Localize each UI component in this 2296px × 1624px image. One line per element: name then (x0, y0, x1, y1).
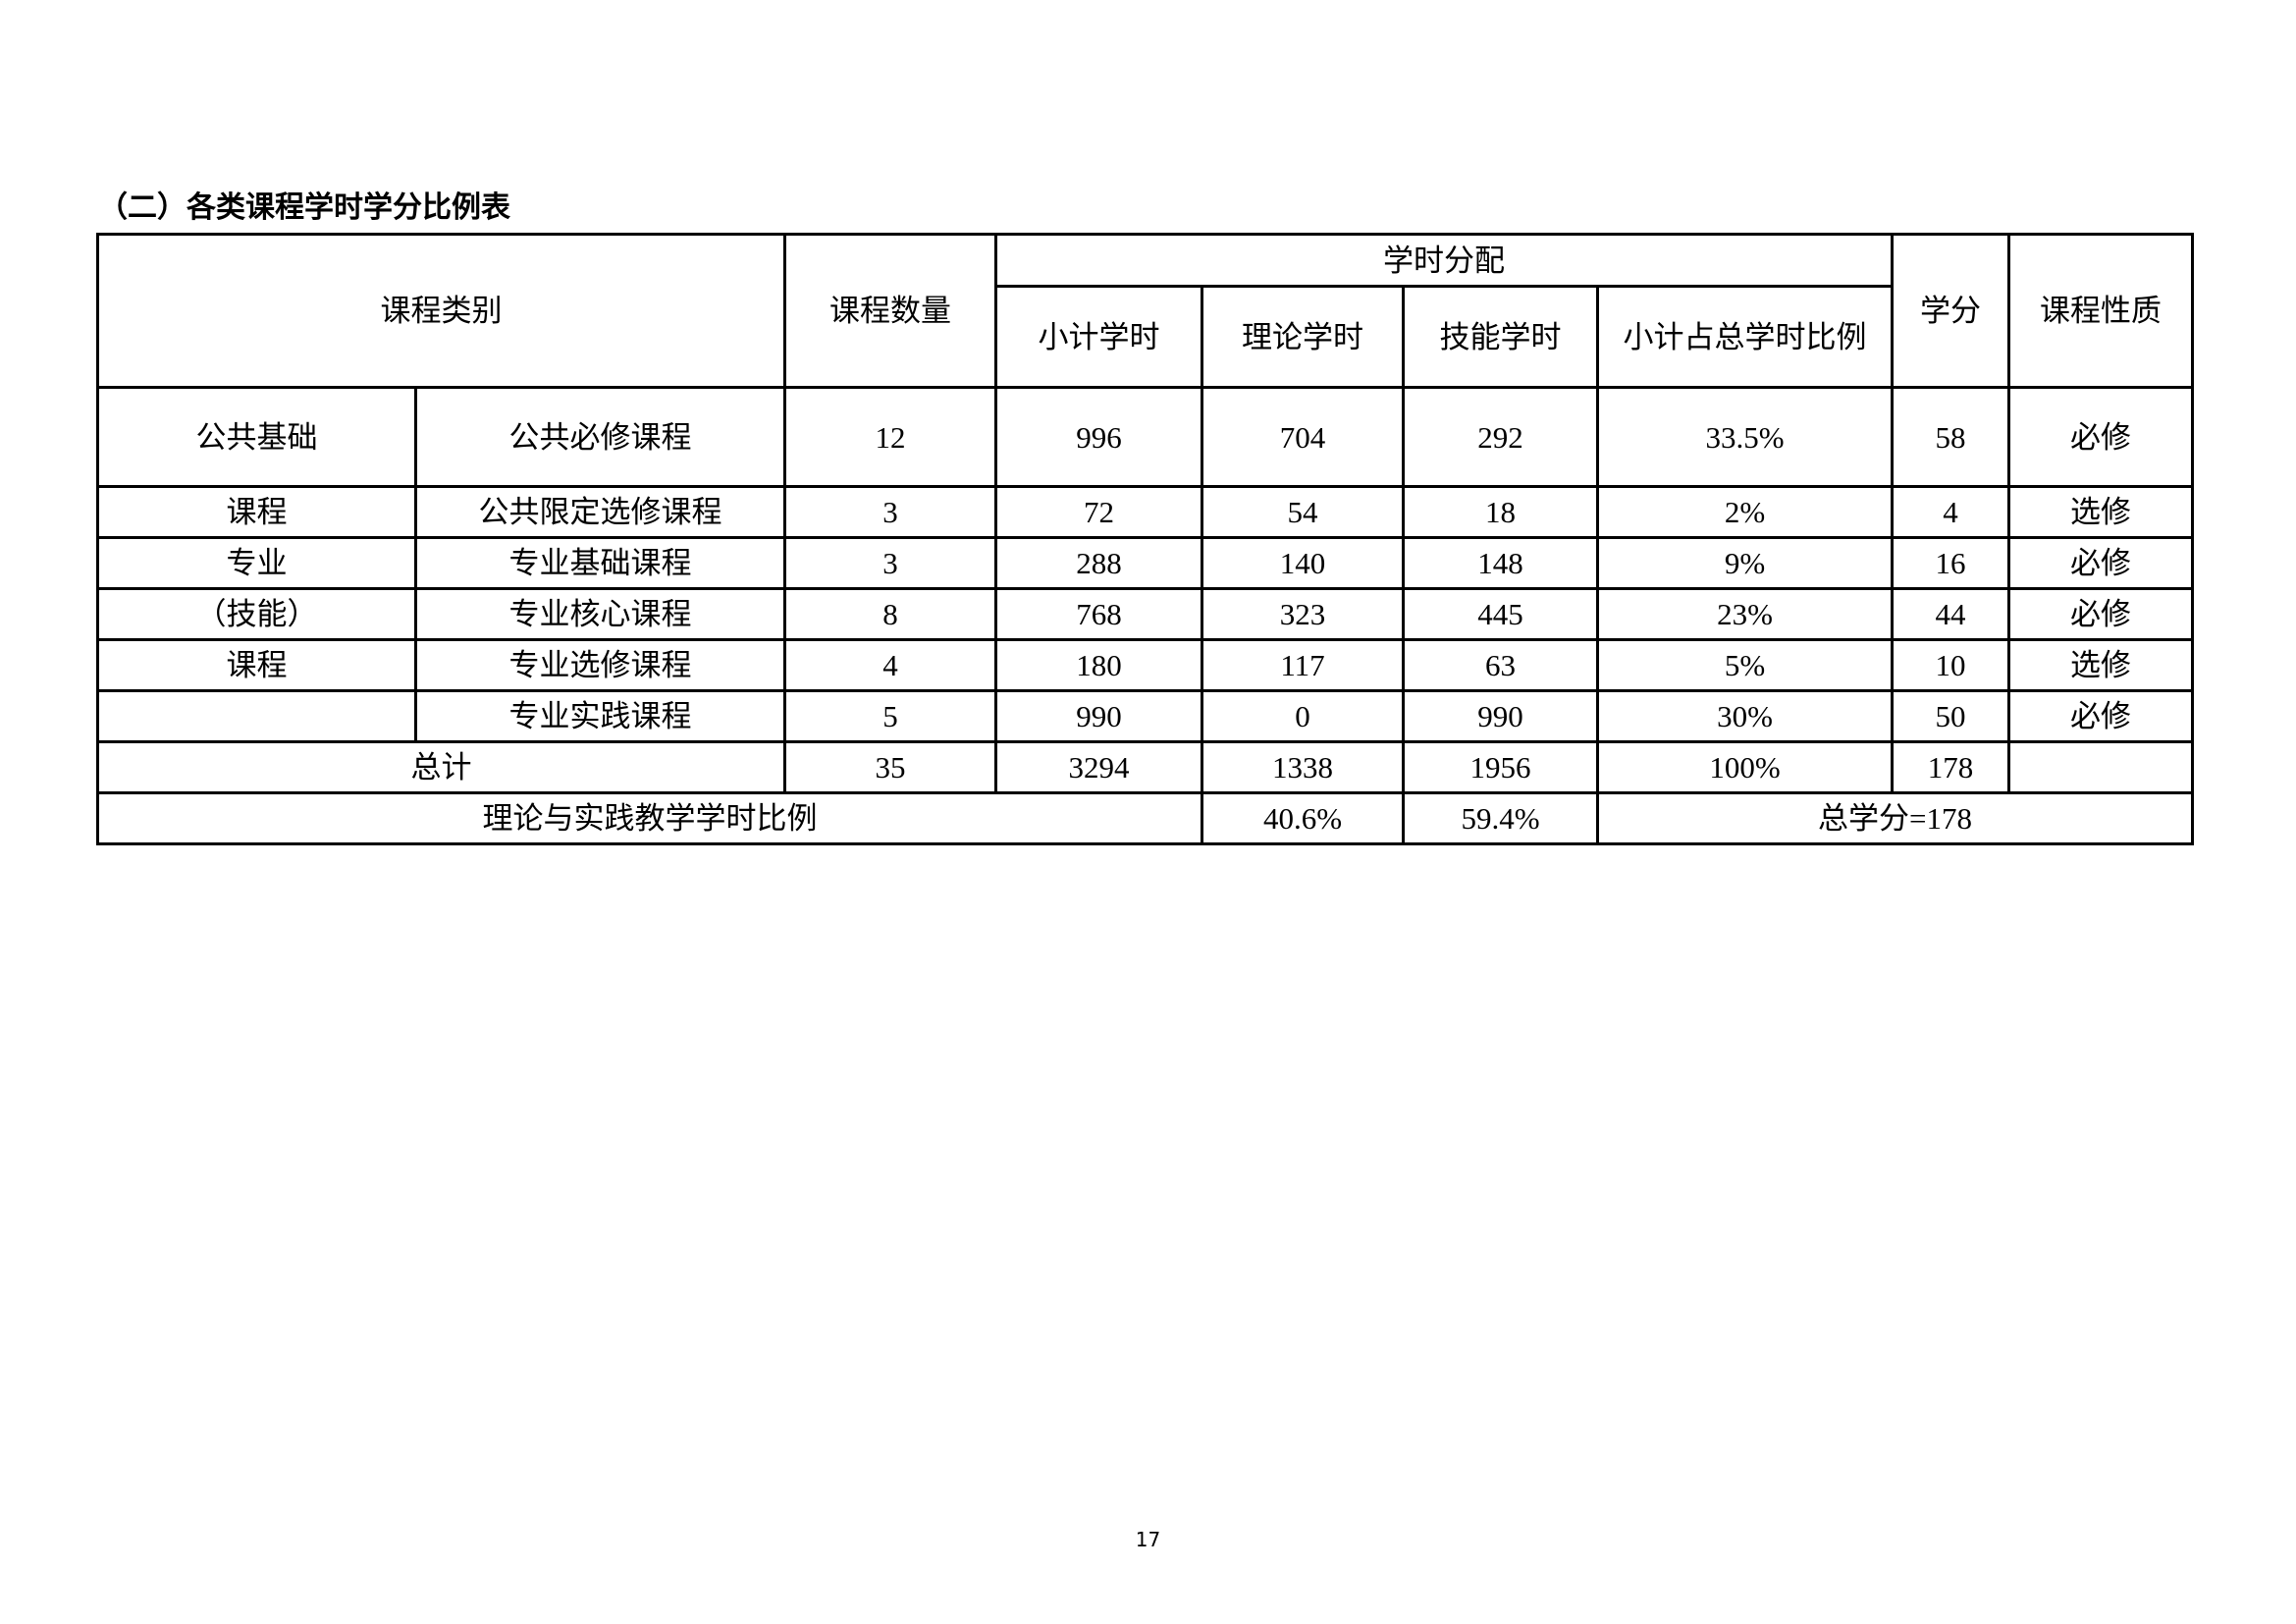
total-subtotal: 3294 (994, 740, 1203, 794)
cell-group: 课程 (96, 638, 417, 692)
cell-name: 公共必修课程 (414, 386, 786, 488)
cell-nature: 必修 (2007, 689, 2194, 743)
cell-nature: 必修 (2007, 587, 2194, 641)
table-row: 公共基础 公共必修课程 12 996 704 292 33.5% 58 必修 (96, 386, 2194, 488)
cell-theory: 0 (1201, 689, 1405, 743)
cell-ratio: 5% (1596, 638, 1894, 692)
cell-subtotal: 768 (994, 587, 1203, 641)
header-count: 课程数量 (783, 233, 997, 389)
header-theory: 理论学时 (1201, 285, 1405, 389)
cell-name: 专业基础课程 (414, 536, 786, 590)
cell-skill: 445 (1402, 587, 1599, 641)
cell-ratio: 9% (1596, 536, 1894, 590)
header-nature: 课程性质 (2007, 233, 2194, 389)
total-row: 总计 35 3294 1338 1956 100% 178 (96, 740, 2194, 794)
cell-name: 专业实践课程 (414, 689, 786, 743)
table-row: （技能） 专业核心课程 8 768 323 445 23% 44 必修 (96, 587, 2194, 641)
cell-nature: 必修 (2007, 536, 2194, 590)
cell-theory: 140 (1201, 536, 1405, 590)
header-hours-group: 学时分配 (994, 233, 1894, 288)
cell-credits: 16 (1891, 536, 2010, 590)
total-label: 总计 (96, 740, 786, 794)
cell-subtotal: 72 (994, 485, 1203, 539)
header-category: 课程类别 (96, 233, 786, 389)
cell-skill: 63 (1402, 638, 1599, 692)
ratio-total-credits: 总学分=178 (1596, 791, 2194, 845)
cell-credits: 10 (1891, 638, 2010, 692)
cell-count: 12 (783, 386, 997, 488)
cell-ratio: 2% (1596, 485, 1894, 539)
ratio-label: 理论与实践教学学时比例 (96, 791, 1203, 845)
header-row-1: 课程类别 课程数量 学时分配 学分 课程性质 (96, 233, 2194, 389)
cell-group: 公共基础 (96, 386, 417, 488)
cell-count: 5 (783, 689, 997, 743)
ratio-theory: 40.6% (1201, 791, 1405, 845)
cell-credits: 50 (1891, 689, 2010, 743)
cell-nature: 选修 (2007, 638, 2194, 692)
cell-count: 8 (783, 587, 997, 641)
cell-subtotal: 288 (994, 536, 1203, 590)
ratio-row: 理论与实践教学学时比例 40.6% 59.4% 总学分=178 (96, 791, 2194, 845)
header-ratio: 小计占总学时比例 (1596, 285, 1894, 389)
cell-group: 专业 (96, 536, 417, 590)
cell-subtotal: 990 (994, 689, 1203, 743)
table-row: 专业实践课程 5 990 0 990 30% 50 必修 (96, 689, 2194, 743)
page-number: 17 (1135, 1528, 1161, 1551)
cell-count: 3 (783, 485, 997, 539)
total-ratio: 100% (1596, 740, 1894, 794)
cell-name: 公共限定选修课程 (414, 485, 786, 539)
cell-skill: 148 (1402, 536, 1599, 590)
total-count: 35 (783, 740, 997, 794)
cell-credits: 4 (1891, 485, 2010, 539)
table-row: 专业 专业基础课程 3 288 140 148 9% 16 必修 (96, 536, 2194, 590)
cell-ratio: 23% (1596, 587, 1894, 641)
cell-theory: 54 (1201, 485, 1405, 539)
total-nature (2007, 740, 2194, 794)
table-row: 课程 专业选修课程 4 180 117 63 5% 10 选修 (96, 638, 2194, 692)
cell-count: 4 (783, 638, 997, 692)
cell-group (96, 689, 417, 743)
course-hours-credits-table: 课程类别 课程数量 学时分配 学分 课程性质 小计学时 理论学时 技能学时 小计… (96, 233, 2194, 845)
total-credits: 178 (1891, 740, 2010, 794)
ratio-skill: 59.4% (1402, 791, 1599, 845)
cell-subtotal: 180 (994, 638, 1203, 692)
cell-nature: 选修 (2007, 485, 2194, 539)
cell-skill: 18 (1402, 485, 1599, 539)
cell-ratio: 30% (1596, 689, 1894, 743)
cell-name: 专业核心课程 (414, 587, 786, 641)
cell-theory: 117 (1201, 638, 1405, 692)
cell-skill: 292 (1402, 386, 1599, 488)
cell-group: 课程 (96, 485, 417, 539)
cell-theory: 704 (1201, 386, 1405, 488)
total-skill: 1956 (1402, 740, 1599, 794)
cell-theory: 323 (1201, 587, 1405, 641)
table-row: 课程 公共限定选修课程 3 72 54 18 2% 4 选修 (96, 485, 2194, 539)
cell-subtotal: 996 (994, 386, 1203, 488)
cell-ratio: 33.5% (1596, 386, 1894, 488)
table-title: （二）各类课程学时学分比例表 (98, 190, 510, 225)
header-row-2: 小计学时 理论学时 技能学时 小计占总学时比例 (98, 285, 2193, 389)
cell-credits: 58 (1891, 386, 2010, 488)
cell-skill: 990 (1402, 689, 1599, 743)
cell-group: （技能） (96, 587, 417, 641)
header-credits: 学分 (1891, 233, 2010, 389)
header-skill: 技能学时 (1402, 285, 1599, 389)
cell-count: 3 (783, 536, 997, 590)
total-theory: 1338 (1201, 740, 1405, 794)
cell-nature: 必修 (2007, 386, 2194, 488)
header-subtotal: 小计学时 (994, 285, 1203, 389)
cell-credits: 44 (1891, 587, 2010, 641)
cell-name: 专业选修课程 (414, 638, 786, 692)
